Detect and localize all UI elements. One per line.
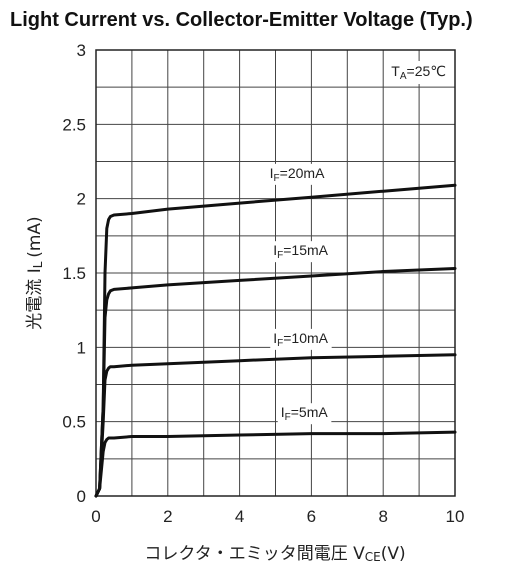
y-tick-label: 0 [77,487,86,506]
series-label: IF=5mA [281,404,329,423]
axis-labels: コレクタ・エミッタ間電圧 VCE(V) 光電流 IL (mA) [25,216,406,564]
series-curves [94,183,457,498]
series-line [94,430,457,498]
series-label: IF=10mA [273,330,328,349]
temperature-label-background [387,61,450,84]
axis-ticks: 0 0.5 1 1.5 2 2.5 3 0 2 4 6 8 10 [62,41,464,526]
y-tick-label: 2.5 [62,115,86,134]
x-tick-label: 8 [378,507,387,526]
y-tick-label: 1.5 [62,264,86,283]
series-label: IF=20mA [270,165,325,184]
plot-grid [95,49,456,497]
y-tick-label: 0.5 [62,413,86,432]
x-tick-label: 10 [446,507,465,526]
x-tick-label: 6 [307,507,316,526]
series-labels: IF=20mA IF=15mA IF=10mA IF=5mA [266,163,332,425]
series-label-background [270,328,332,350]
temperature-annotation: TA=25℃ [387,61,450,84]
y-tick-label: 1 [77,338,86,357]
y-axis-label: 光電流 IL (mA) [25,216,45,329]
x-axis-label: コレクタ・エミッタ間電圧 VCE(V) [144,544,405,564]
series-line [94,353,457,498]
series-label-background [277,403,332,425]
y-tick-label: 3 [77,41,86,60]
plot-frame [95,49,456,497]
x-tick-label: 0 [91,507,100,526]
y-tick-label: 2 [77,190,86,209]
series-label: IF=15mA [273,242,328,261]
temperature-label: TA=25℃ [391,63,446,82]
series-label-background [270,241,332,263]
x-tick-label: 4 [235,507,244,526]
series-label-background [266,163,329,185]
x-tick-label: 2 [163,507,172,526]
chart-title: Light Current vs. Collector-Emitter Volt… [10,9,473,31]
